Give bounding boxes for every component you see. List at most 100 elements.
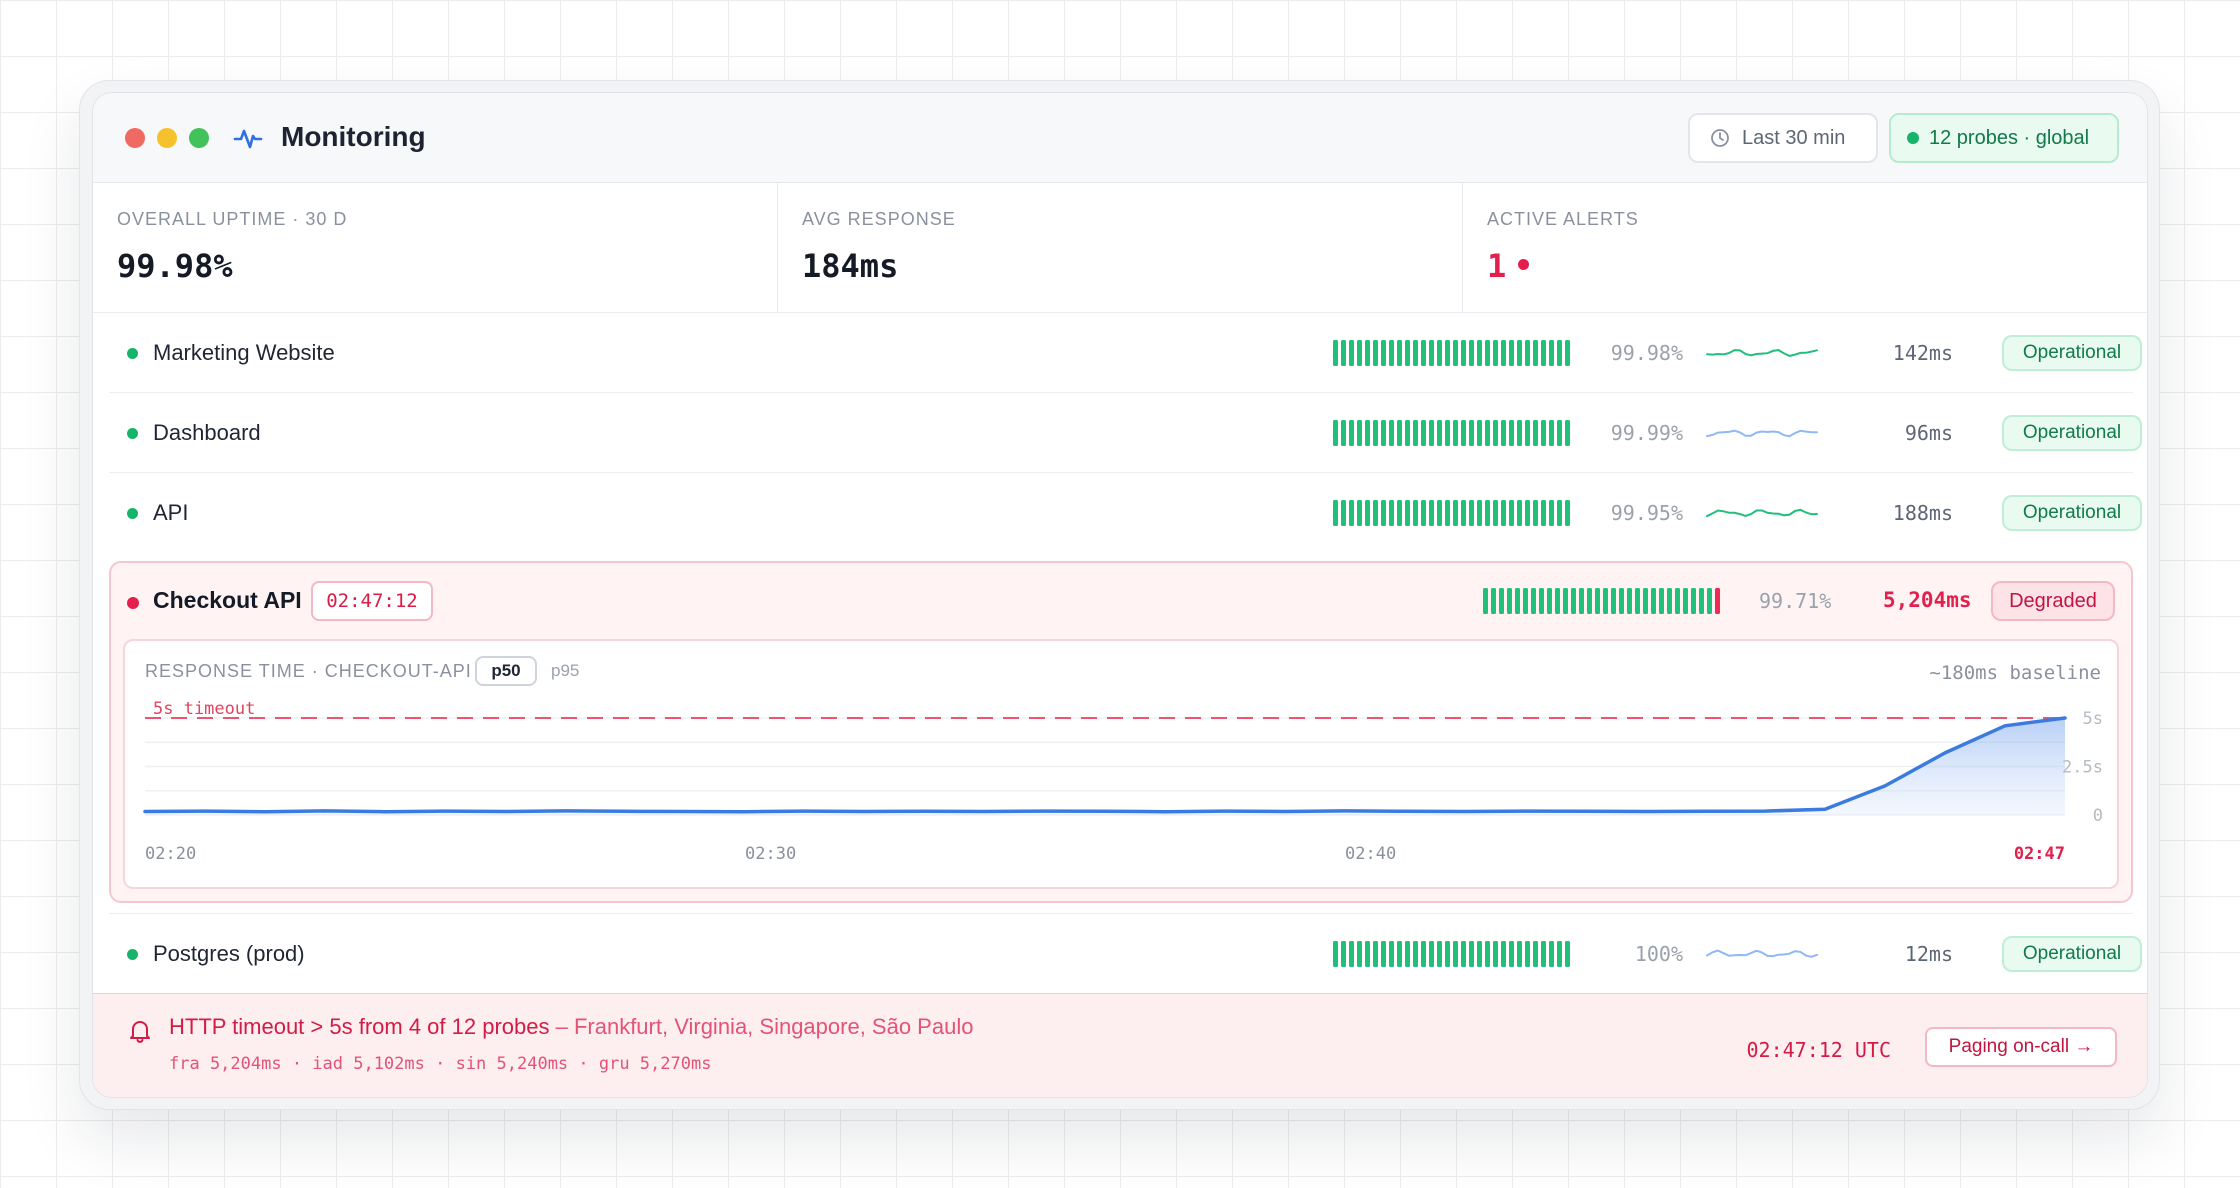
uptime-bar [1421, 420, 1426, 446]
uptime-bar [1541, 500, 1546, 526]
uptime-bar [1349, 340, 1354, 366]
uptime-bars [1333, 420, 1570, 446]
uptime-bar [1501, 500, 1506, 526]
uptime-bar [1357, 420, 1362, 446]
uptime-bar [1365, 941, 1370, 967]
uptime-bar [1429, 941, 1434, 967]
uptime-bar [1437, 500, 1442, 526]
alert-probe-detail: fra 5,204ms · iad 5,102ms · sin 5,240ms … [169, 1054, 712, 1074]
uptime-bar [1453, 340, 1458, 366]
service-row[interactable]: Postgres (prod) 100% 12ms Operational [109, 913, 2142, 993]
uptime-bar [1405, 420, 1410, 446]
service-row[interactable]: Dashboard 99.99% 96ms Operational [109, 393, 2142, 473]
uptime-bar [1333, 420, 1338, 446]
probes-chip[interactable]: 12 probes · global [1889, 113, 2119, 163]
uptime-bar [1461, 500, 1466, 526]
uptime-bar [1571, 588, 1576, 614]
uptime-bar [1421, 500, 1426, 526]
y-tick-label: 5s [2083, 709, 2103, 729]
uptime-bar [1533, 500, 1538, 526]
uptime-bar [1453, 420, 1458, 446]
uptime-bar [1381, 941, 1386, 967]
uptime-bar [1651, 588, 1656, 614]
uptime-bar [1445, 340, 1450, 366]
sparkline-path [1706, 508, 1818, 518]
uptime-bar [1675, 588, 1680, 614]
status-badge: Degraded [1991, 581, 2115, 621]
uptime-bar [1389, 340, 1394, 366]
uptime-bar [1507, 588, 1512, 614]
clock-icon [1711, 129, 1729, 147]
chart-canvas: 5s timeout 5s 2.5s 0 02:20 02:30 02:40 02:47 [143, 699, 2103, 864]
minimize-window-button[interactable] [157, 128, 177, 148]
x-tick-label: 02:40 [1345, 844, 1396, 864]
alert-timestamp: 02:47:12 UTC [1746, 1038, 1892, 1062]
uptime-bar [1453, 941, 1458, 967]
uptime-bar [1509, 420, 1514, 446]
uptime-bar [1365, 340, 1370, 366]
incident-card-checkout-api[interactable]: Checkout API 02:47:12 99.71% 5,204ms Deg… [109, 561, 2133, 903]
uptime-percent: 100% [1634, 942, 1683, 966]
uptime-bar [1517, 340, 1522, 366]
response-area [145, 718, 2065, 815]
response-time: 5,204ms [1883, 588, 1972, 612]
stat-value: 99.98% [117, 247, 233, 285]
uptime-bar [1381, 420, 1386, 446]
time-range-selector[interactable]: Last 30 min [1688, 113, 1878, 163]
uptime-bar [1405, 941, 1410, 967]
tab-p95[interactable]: p95 [551, 661, 580, 680]
response-line [143, 716, 2067, 814]
stat-active-alerts: ACTIVE ALERTS 1 [1463, 183, 2147, 312]
uptime-bar [1397, 340, 1402, 366]
uptime-bar [1515, 588, 1520, 614]
uptime-bar [1541, 340, 1546, 366]
maximize-window-button[interactable] [189, 128, 209, 148]
uptime-bar [1437, 941, 1442, 967]
response-time: 96ms [1904, 421, 1953, 445]
uptime-percent: 99.71% [1759, 589, 1832, 613]
stat-avg-response: AVG RESPONSE 184ms [778, 183, 1463, 312]
uptime-bar [1509, 340, 1514, 366]
uptime-bar [1437, 340, 1442, 366]
uptime-bar [1397, 941, 1402, 967]
uptime-bar [1691, 588, 1696, 614]
uptime-bar [1683, 588, 1688, 614]
status-dot [127, 348, 138, 359]
uptime-bar [1667, 588, 1672, 614]
response-sparkline [1706, 508, 1818, 518]
uptime-bar [1469, 500, 1474, 526]
uptime-bar [1565, 340, 1570, 366]
close-window-button[interactable] [125, 128, 145, 148]
service-row[interactable]: Marketing Website 99.98% 142ms Operation… [109, 313, 2142, 393]
uptime-bar [1413, 500, 1418, 526]
uptime-bar [1595, 588, 1600, 614]
uptime-bar [1483, 588, 1488, 614]
status-dot [127, 949, 138, 960]
uptime-bar [1341, 941, 1346, 967]
status-badge: Operational [2002, 335, 2142, 371]
uptime-bar [1501, 340, 1506, 366]
sparkline-path [1706, 349, 1818, 357]
uptime-bar [1517, 420, 1522, 446]
stat-label: AVG RESPONSE [802, 209, 956, 229]
active-alerts-count: 1 [1487, 247, 1507, 285]
time-range-label: Last 30 min [1742, 126, 1846, 149]
uptime-bar [1557, 941, 1562, 967]
uptime-bar [1541, 420, 1546, 446]
activity-pulse-icon [233, 129, 263, 149]
uptime-bar [1373, 941, 1378, 967]
paging-on-call-button[interactable]: Paging on-call → [1925, 1027, 2117, 1067]
timeout-label: 5s timeout [153, 699, 255, 719]
uptime-bar [1485, 340, 1490, 366]
uptime-bar [1405, 500, 1410, 526]
response-time: 12ms [1904, 942, 1953, 966]
service-row[interactable]: API 99.95% 188ms Operational [109, 473, 2142, 553]
status-badge: Operational [2002, 415, 2142, 451]
alert-regions: – Frankfurt, Virginia, Singapore, São Pa… [549, 1014, 974, 1039]
uptime-bar [1517, 500, 1522, 526]
response-time-chart: 5s timeout 5s 2.5s 0 02:20 02:30 02:40 02:47 RE… [123, 639, 2119, 889]
uptime-bar [1341, 420, 1346, 446]
tab-p50[interactable]: p50 [475, 656, 537, 686]
uptime-bar [1643, 588, 1648, 614]
uptime-bar [1373, 500, 1378, 526]
